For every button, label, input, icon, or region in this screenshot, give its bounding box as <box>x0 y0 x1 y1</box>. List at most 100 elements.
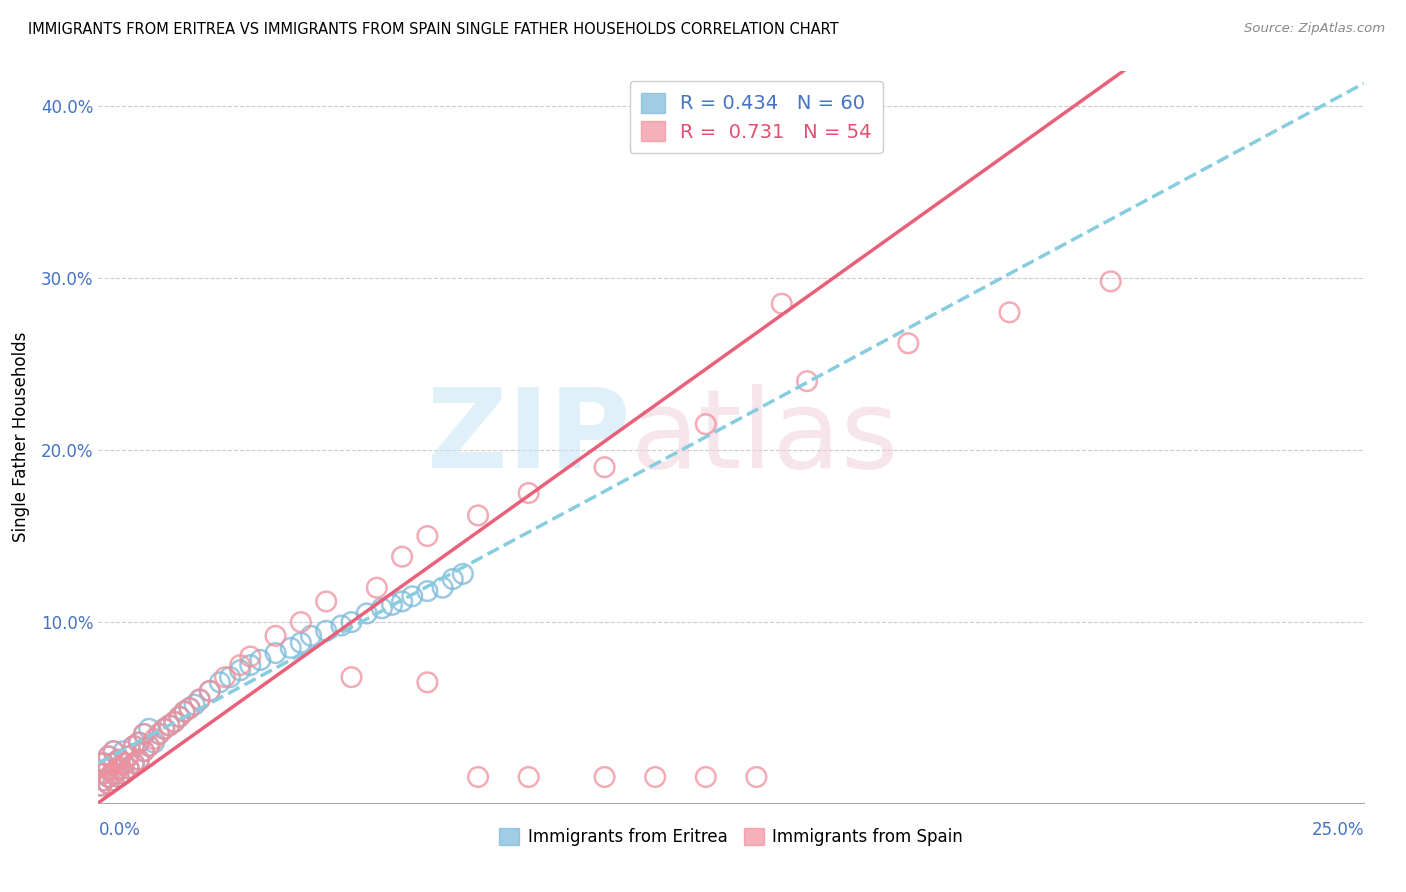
Text: 0.0%: 0.0% <box>98 821 141 839</box>
Point <box>441 572 464 586</box>
Text: Source: ZipAtlas.com: Source: ZipAtlas.com <box>1244 22 1385 36</box>
Point <box>517 770 540 784</box>
Point <box>132 727 155 741</box>
Point <box>112 744 135 758</box>
Point <box>593 770 616 784</box>
Point <box>188 692 211 706</box>
Point <box>356 607 378 621</box>
Point <box>391 594 413 608</box>
Point <box>290 615 312 629</box>
Point <box>745 770 768 784</box>
Point <box>93 766 115 780</box>
Point <box>340 670 363 684</box>
Point <box>107 761 129 775</box>
Point <box>93 773 115 788</box>
Point <box>391 549 413 564</box>
Point <box>97 770 120 784</box>
Point <box>112 766 135 780</box>
Point <box>97 777 120 791</box>
Point <box>93 756 115 771</box>
Point <box>998 305 1021 319</box>
Point <box>103 756 125 771</box>
Point <box>97 749 120 764</box>
Point <box>315 624 337 638</box>
Point <box>118 749 141 764</box>
Point <box>93 773 115 788</box>
Point <box>122 756 145 771</box>
Point <box>169 710 191 724</box>
Point <box>138 722 160 736</box>
Point <box>432 581 454 595</box>
Y-axis label: Single Father Households: Single Father Households <box>11 332 30 542</box>
Point <box>103 773 125 788</box>
Point <box>330 618 353 632</box>
Point <box>143 732 166 747</box>
Point <box>118 761 141 775</box>
Point <box>188 692 211 706</box>
Point <box>132 744 155 758</box>
Point <box>401 589 423 603</box>
Point <box>118 761 141 775</box>
Point <box>122 756 145 771</box>
Point <box>644 770 666 784</box>
Point <box>97 761 120 775</box>
Point <box>249 653 271 667</box>
Point <box>183 698 205 712</box>
Point <box>93 766 115 780</box>
Point <box>128 753 150 767</box>
Point <box>340 615 363 629</box>
Point <box>107 753 129 767</box>
Point <box>157 718 180 732</box>
Point <box>264 629 287 643</box>
Point <box>97 770 120 784</box>
Point <box>179 701 201 715</box>
Point <box>128 753 150 767</box>
Point <box>157 718 180 732</box>
Point <box>97 761 120 775</box>
Point <box>103 744 125 758</box>
Point <box>163 714 186 729</box>
Point <box>198 684 221 698</box>
Point <box>897 336 920 351</box>
Point <box>103 773 125 788</box>
Point <box>118 749 141 764</box>
Point <box>299 629 322 643</box>
Point <box>132 727 155 741</box>
Point <box>366 581 388 595</box>
Point <box>208 675 231 690</box>
Point <box>138 739 160 753</box>
Point <box>695 417 717 432</box>
Point <box>264 646 287 660</box>
Point <box>517 486 540 500</box>
Point <box>593 460 616 475</box>
Point <box>198 684 221 698</box>
Point <box>128 735 150 749</box>
Point <box>416 529 439 543</box>
Point <box>90 779 112 793</box>
Point <box>219 670 242 684</box>
Point <box>467 508 489 523</box>
Point <box>138 739 160 753</box>
Point <box>107 761 129 775</box>
Point <box>153 722 176 736</box>
Point <box>173 705 195 719</box>
Point <box>122 739 145 753</box>
Point <box>371 601 394 615</box>
Point <box>107 753 129 767</box>
Text: ZIP: ZIP <box>426 384 630 491</box>
Point <box>112 766 135 780</box>
Legend: Immigrants from Eritrea, Immigrants from Spain: Immigrants from Eritrea, Immigrants from… <box>492 822 970 853</box>
Point <box>467 770 489 784</box>
Point <box>163 714 186 729</box>
Point <box>93 756 115 771</box>
Point <box>103 766 125 780</box>
Point <box>169 710 191 724</box>
Point <box>97 777 120 791</box>
Point <box>315 594 337 608</box>
Point <box>239 658 262 673</box>
Point <box>97 749 120 764</box>
Point <box>1099 274 1122 288</box>
Point <box>128 735 150 749</box>
Text: IMMIGRANTS FROM ERITREA VS IMMIGRANTS FROM SPAIN SINGLE FATHER HOUSEHOLDS CORREL: IMMIGRANTS FROM ERITREA VS IMMIGRANTS FR… <box>28 22 839 37</box>
Point <box>416 675 439 690</box>
